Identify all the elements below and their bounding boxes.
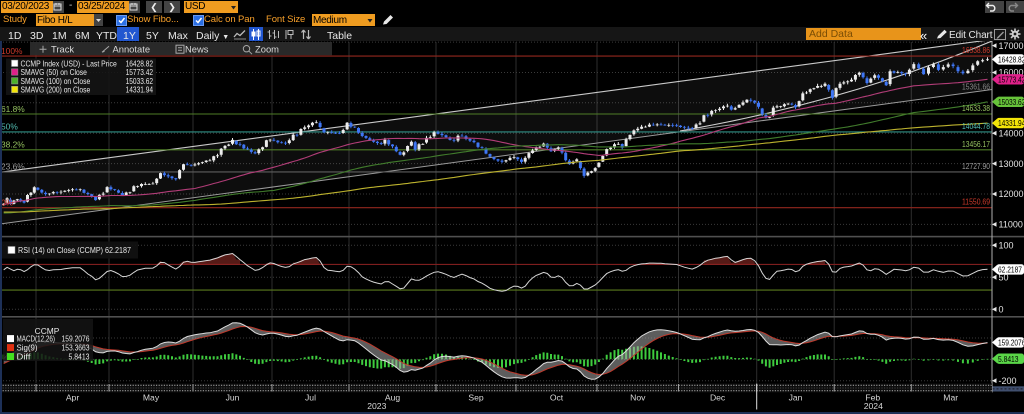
svg-text:SMAVG (200) on Close: SMAVG (200) on Close — [21, 85, 91, 95]
svg-text:Feb: Feb — [865, 393, 880, 403]
svg-text:23.6%: 23.6% — [1, 162, 25, 172]
svg-text:14000: 14000 — [999, 128, 1024, 138]
svg-text:15361.66: 15361.66 — [962, 83, 990, 92]
svg-text:14331.94: 14331.94 — [998, 118, 1024, 128]
svg-text:12727.90: 12727.90 — [962, 162, 990, 171]
svg-text:CCMP: CCMP — [35, 326, 60, 336]
svg-text:May: May — [143, 393, 160, 403]
svg-text:Diff: Diff — [17, 352, 32, 362]
svg-text:0: 0 — [999, 305, 1004, 315]
svg-text:Dec: Dec — [710, 393, 726, 403]
svg-text:Aug: Aug — [385, 393, 401, 403]
svg-text:2023: 2023 — [367, 401, 386, 411]
svg-text:CCMP Index (USD) - Last Price: CCMP Index (USD) - Last Price — [21, 58, 118, 68]
svg-text:0%: 0% — [1, 198, 14, 208]
svg-text:SMAVG (50) on Close: SMAVG (50) on Close — [21, 67, 88, 77]
svg-text:16000: 16000 — [999, 68, 1024, 78]
svg-text:16428.82: 16428.82 — [998, 55, 1024, 65]
svg-text:13456.17: 13456.17 — [962, 140, 990, 149]
svg-text:100: 100 — [999, 240, 1014, 250]
svg-text:Sig(9): Sig(9) — [17, 343, 38, 353]
svg-text:5.8413: 5.8413 — [69, 352, 90, 362]
svg-text:61.8%: 61.8% — [1, 104, 25, 114]
svg-text:Jan: Jan — [789, 393, 803, 403]
svg-text:5.8413: 5.8413 — [998, 354, 1019, 364]
svg-text:15773.42: 15773.42 — [126, 67, 154, 77]
svg-text:100%: 100% — [1, 46, 23, 56]
svg-text:153.3663: 153.3663 — [62, 343, 90, 353]
svg-text:Apr: Apr — [66, 393, 80, 403]
svg-text:Nov: Nov — [630, 393, 646, 403]
svg-text:62.2187: 62.2187 — [998, 265, 1022, 275]
svg-text:SMAVG (100) on Close: SMAVG (100) on Close — [21, 76, 91, 86]
svg-text:50%: 50% — [1, 122, 18, 132]
svg-text:13000: 13000 — [999, 159, 1024, 169]
svg-text:2024: 2024 — [864, 401, 883, 411]
svg-text:16428.82: 16428.82 — [126, 58, 154, 68]
svg-text:News: News — [185, 44, 209, 55]
svg-text:MACD(12,26): MACD(12,26) — [17, 334, 56, 344]
svg-text:Jun: Jun — [226, 393, 240, 403]
svg-text:11550.69: 11550.69 — [962, 198, 990, 207]
svg-text:50: 50 — [999, 272, 1009, 282]
svg-text:17000: 17000 — [999, 41, 1024, 51]
svg-text:11000: 11000 — [999, 220, 1023, 230]
svg-text:Mar: Mar — [943, 393, 958, 403]
svg-text:Oct: Oct — [550, 393, 564, 403]
svg-text:159.2076: 159.2076 — [62, 334, 90, 344]
svg-text:Track: Track — [51, 44, 74, 55]
svg-text:14331.94: 14331.94 — [126, 85, 154, 95]
svg-text:14044.78: 14044.78 — [962, 122, 990, 131]
svg-text:14633.38: 14633.38 — [962, 104, 990, 113]
svg-text:RSI (14) on Close (CCMP) 62.: RSI (14) on Close (CCMP) 62.2187 — [18, 245, 131, 255]
svg-text:15033.62: 15033.62 — [998, 97, 1024, 107]
svg-text:Annotate: Annotate — [113, 44, 151, 55]
svg-text:15773.42: 15773.42 — [998, 74, 1024, 84]
svg-text:16538.86: 16538.86 — [962, 46, 990, 55]
svg-text:Sep: Sep — [468, 393, 484, 403]
svg-text:15033.62: 15033.62 — [126, 76, 154, 86]
svg-text:38.2%: 38.2% — [1, 140, 25, 150]
svg-text:12000: 12000 — [999, 189, 1024, 199]
svg-text:159.2076: 159.2076 — [998, 338, 1024, 348]
svg-text:-200: -200 — [999, 376, 1017, 386]
svg-text:Jul: Jul — [305, 393, 316, 403]
svg-text:Zoom: Zoom — [255, 44, 279, 55]
